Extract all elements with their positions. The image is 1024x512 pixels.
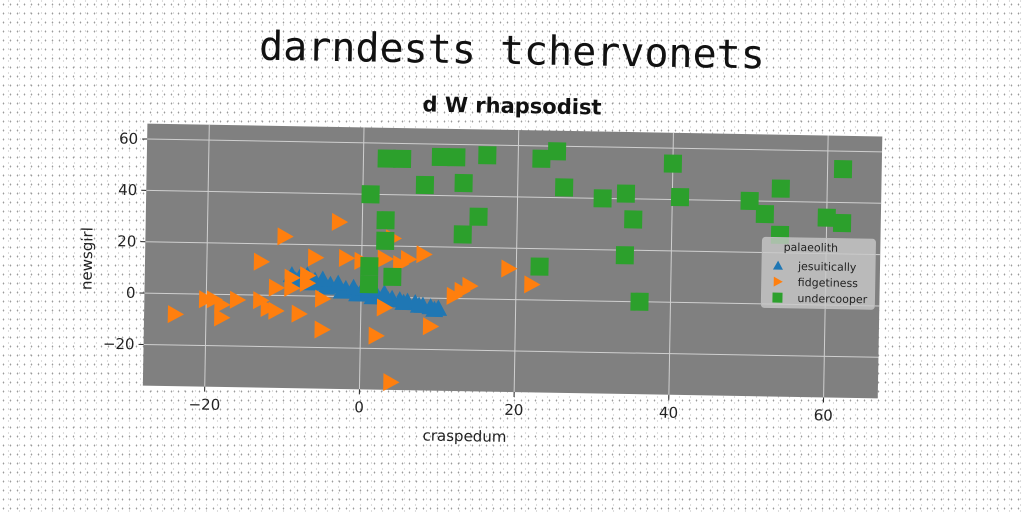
- fidgetiness-point: [383, 373, 400, 392]
- undercooper-point: [630, 292, 649, 311]
- undercooper-point: [755, 204, 775, 224]
- legend-frame: [760, 236, 876, 310]
- fidgetiness-point: [253, 252, 271, 271]
- y-gridline: [146, 189, 882, 204]
- jesuitically-point: [328, 274, 347, 292]
- undercooper-point: [361, 185, 380, 204]
- y-gridline: [147, 138, 883, 153]
- y-tick-label: −20: [103, 335, 135, 354]
- fidgetiness-point: [368, 326, 385, 345]
- x-gridline: [204, 124, 210, 387]
- x-gridline: [668, 132, 674, 395]
- undercooper-point: [593, 189, 612, 208]
- fidgetiness-point: [284, 278, 301, 297]
- undercooper-point: [615, 246, 635, 265]
- fidgetiness-point: [377, 249, 394, 268]
- fidgetiness-point: [268, 301, 285, 320]
- fidgetiness-point: [268, 278, 286, 297]
- undercooper-point: [383, 267, 402, 287]
- undercooper-point: [771, 179, 790, 198]
- fidgetiness-point: [416, 245, 433, 264]
- undercooper-point: [415, 175, 435, 195]
- x-tick-label: 0: [354, 398, 364, 416]
- undercooper-point: [376, 231, 395, 250]
- fidgetiness-point: [462, 276, 479, 295]
- grid-lines: [143, 124, 883, 398]
- legend-marker-undercooper: [772, 292, 783, 303]
- undercooper-point: [453, 225, 472, 244]
- y-tick-label: 0: [126, 284, 136, 302]
- fidgetiness-point: [307, 248, 325, 267]
- fidgetiness-point: [524, 275, 541, 294]
- legend-marker-fidgetiness: [773, 276, 783, 287]
- y-tick-label: 20: [117, 232, 136, 250]
- fidgetiness-point: [376, 298, 394, 317]
- fidgetiness-point: [314, 320, 331, 339]
- y-tick-label: 40: [118, 181, 137, 199]
- undercooper-point: [663, 154, 683, 173]
- undercooper-point: [624, 210, 643, 229]
- x-tick-label: 40: [659, 404, 678, 422]
- fidgetiness-point: [167, 305, 185, 324]
- jesuitically-point: [375, 284, 394, 301]
- fidgetiness-point: [291, 304, 308, 323]
- x-tick-label: −20: [188, 395, 220, 414]
- fidgetiness-point: [314, 289, 332, 308]
- undercooper-point: [469, 207, 488, 226]
- jesuitically-point: [313, 270, 332, 287]
- x-tick-label: 20: [504, 401, 523, 419]
- undercooper-point: [447, 148, 466, 167]
- y-gridline: [144, 292, 880, 307]
- legend-title: palaeolith: [784, 241, 839, 255]
- fidgetiness-point: [277, 227, 294, 246]
- undercooper-point: [532, 149, 551, 168]
- undercooper-point: [431, 147, 451, 167]
- undercooper-point: [670, 187, 690, 207]
- undercooper-point: [454, 173, 473, 193]
- fidgetiness-point: [338, 248, 356, 267]
- fidgetiness-point: [214, 308, 231, 327]
- undercooper-point: [376, 211, 395, 230]
- jesuitically-point: [394, 293, 413, 311]
- y-tick-label: 60: [119, 130, 138, 148]
- undercooper-point: [554, 178, 574, 197]
- y-gridline: [145, 241, 881, 256]
- x-gridline: [513, 130, 520, 393]
- fidgetiness-point: [214, 295, 231, 314]
- undercooper-point: [740, 191, 759, 211]
- undercooper-point: [377, 149, 396, 168]
- fidgetiness-point: [229, 290, 247, 309]
- fidgetiness-point: [299, 273, 317, 292]
- y-axis-label: newsgirl: [78, 227, 97, 290]
- legend-label-undercooper: undercooper: [797, 292, 867, 306]
- undercooper-point: [530, 257, 549, 276]
- axes: −20 0 20 40 60 −20 0 20 40 60 craspedum newsgirl: [78, 130, 833, 446]
- undercooper-point: [392, 149, 412, 169]
- x-tick-label: 60: [814, 406, 833, 424]
- legend-label-jesuitically: jesuitically: [797, 260, 857, 274]
- fidgetiness-point: [422, 317, 440, 336]
- legend: palaeolith jesuitically fidgetiness underco…: [760, 236, 876, 310]
- fidgetiness-point: [501, 259, 518, 278]
- legend-marker-jesuitically: [772, 260, 783, 270]
- x-axis-label: craspedum: [422, 426, 506, 445]
- legend-label-fidgetiness: fidgetiness: [798, 276, 859, 290]
- undercooper-point: [616, 184, 636, 203]
- fidgetiness-point: [331, 212, 349, 231]
- undercooper-point: [833, 159, 853, 179]
- undercooper-point: [359, 275, 379, 294]
- undercooper-point: [547, 142, 567, 161]
- jesuitically-point: [409, 296, 428, 313]
- undercooper-point: [360, 257, 379, 276]
- fidgetiness-point: [400, 250, 418, 269]
- undercooper-point: [832, 213, 852, 233]
- jesuitically-point: [425, 300, 444, 318]
- data-points: [167, 142, 853, 392]
- undercooper-point: [478, 146, 497, 165]
- undercooper-point: [817, 208, 836, 227]
- y-gridline: [143, 343, 879, 358]
- jesuitically-point: [344, 278, 363, 296]
